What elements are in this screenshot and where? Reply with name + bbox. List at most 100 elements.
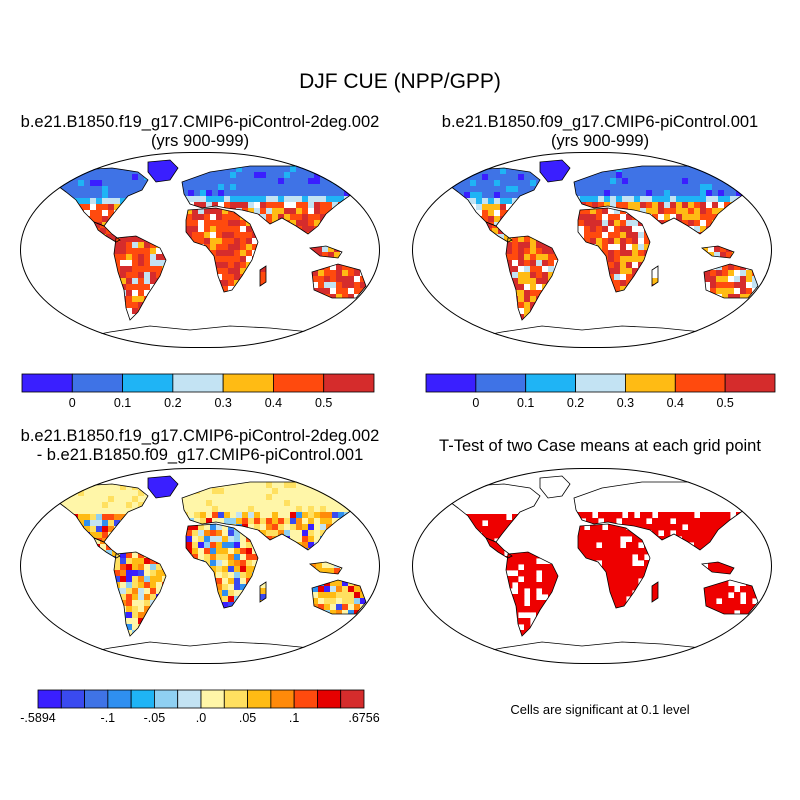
grid-cell [350, 220, 357, 227]
grid-cell [638, 274, 645, 281]
grid-cell [536, 284, 543, 291]
grid-cell [706, 172, 713, 179]
grid-cell [512, 222, 519, 226]
grid-cell [150, 612, 157, 619]
grid-cell [518, 266, 525, 273]
grid-cell [114, 204, 121, 211]
grid-cell [736, 166, 743, 173]
grid-cell [216, 560, 223, 567]
grid-cell [96, 192, 103, 199]
grid-cell [272, 226, 279, 233]
grid-cell [592, 202, 599, 209]
grid-cell [336, 580, 343, 587]
grid-cell [524, 532, 531, 539]
grid-cell [530, 210, 537, 217]
grid-cell [252, 584, 258, 591]
grid-cell [108, 186, 115, 193]
grid-cell [488, 180, 495, 187]
grid-cell [746, 610, 753, 614]
grid-cell [602, 274, 609, 281]
grid-cell [162, 302, 166, 309]
grid-cell [108, 490, 115, 497]
grid-cell [584, 214, 591, 221]
grid-cell [234, 542, 241, 549]
grid-cell [156, 582, 163, 589]
grid-cell [114, 624, 121, 631]
grid-cell [626, 548, 633, 555]
grid-cell [722, 276, 729, 283]
grid-cell [260, 542, 267, 549]
grid-cell [682, 548, 689, 550]
grid-cell [236, 196, 243, 203]
grid-cell [646, 512, 653, 519]
grid-cell [342, 288, 349, 295]
grid-cell [90, 204, 97, 211]
grid-cell [204, 268, 211, 275]
grid-cell [234, 232, 241, 239]
coastline-south-america [505, 235, 559, 321]
grid-cell [626, 542, 633, 549]
grid-cell [676, 518, 683, 525]
grid-cell [350, 178, 357, 185]
grid-cell [524, 308, 531, 315]
grid-cell [260, 272, 266, 279]
grid-cell [290, 166, 297, 173]
grid-cell [524, 290, 531, 297]
grid-cell [584, 602, 591, 608]
grid-cell [166, 166, 173, 173]
grid-cell [742, 226, 749, 233]
grid-cell [494, 514, 501, 521]
grid-cell [314, 178, 321, 185]
grid-cell [676, 172, 683, 179]
grid-cell [524, 210, 531, 217]
grid-cell [240, 256, 247, 263]
grid-cell [610, 202, 617, 209]
grid-cell [344, 172, 351, 179]
grid-cell [204, 286, 211, 292]
grid-cell [488, 186, 495, 193]
map-fill-layer [445, 159, 771, 339]
grid-cell [590, 584, 597, 591]
grid-cell [548, 248, 555, 255]
grid-cell [730, 178, 737, 185]
grid-cell [342, 598, 349, 605]
grid-cell [94, 234, 101, 241]
grid-cell [138, 266, 145, 273]
grid-cell [126, 612, 133, 619]
grid-cell [248, 178, 255, 185]
grid-cell [348, 270, 355, 277]
grid-cell [632, 596, 639, 603]
grid-cell [108, 222, 115, 226]
grid-cell [716, 592, 723, 599]
grid-cell [626, 590, 633, 597]
grid-cell [524, 266, 531, 273]
grid-cell [552, 172, 559, 179]
grid-cell [482, 174, 489, 181]
grid-cell [240, 232, 247, 239]
grid-cell [236, 500, 243, 507]
grid-cell [242, 166, 249, 173]
grid-cell [188, 482, 195, 489]
grid-cell [694, 184, 701, 191]
grid-cell [644, 596, 650, 603]
grid-cell [216, 268, 223, 275]
grid-cell [710, 604, 717, 611]
grid-cell [546, 178, 553, 182]
grid-cell [84, 520, 91, 527]
grid-cell [706, 178, 713, 185]
grid-cell [194, 202, 201, 209]
grid-cell [580, 512, 587, 519]
grid-cell [766, 294, 770, 301]
grid-cell [458, 526, 465, 533]
grid-cell [228, 530, 235, 537]
grid-cell [530, 576, 537, 583]
grid-cell [554, 254, 558, 261]
grid-cell [234, 256, 241, 263]
grid-cell [552, 160, 559, 167]
grid-cell [602, 560, 609, 567]
grid-cell [254, 482, 261, 489]
grid-cell [602, 226, 609, 233]
grid-cell [350, 184, 357, 191]
grid-cell [616, 202, 623, 209]
grid-cell [700, 172, 707, 179]
